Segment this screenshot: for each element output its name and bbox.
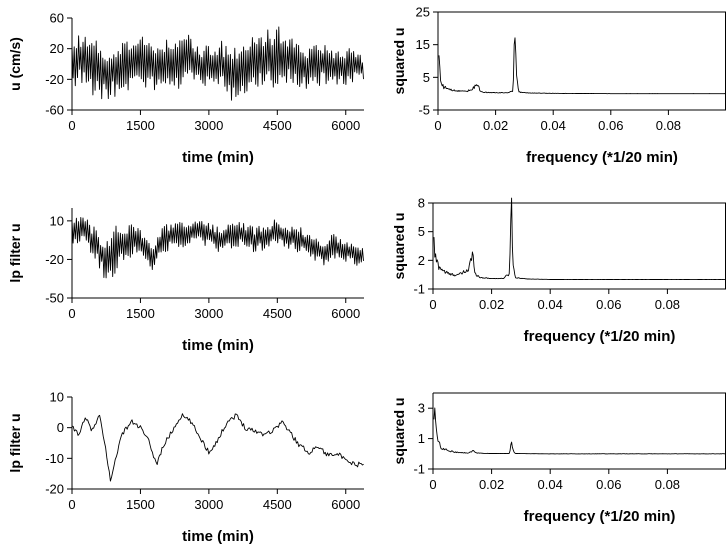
y-tick-label: 5	[418, 224, 425, 239]
chart-time-lp1: 0 1500 3000 4500 6000 -50 -20 10 time (min) lp fi…	[7, 208, 364, 354]
x-tick-label: 0.08	[655, 297, 680, 312]
series-line	[433, 407, 726, 455]
x-tick-label: 0.06	[598, 118, 623, 133]
x-axis-label: time (min)	[182, 149, 254, 166]
x-tick-label: 0.02	[479, 297, 504, 312]
x-tick-label: 6000	[331, 118, 360, 133]
x-tick-label: 0.04	[538, 477, 563, 492]
x-axis-label: frequency (*1/20 min)	[524, 328, 676, 345]
y-axis-label: squared u	[391, 398, 407, 465]
x-tick-label: 3000	[194, 118, 223, 133]
x-tick-label: 4500	[263, 306, 292, 321]
chart-time-u: 0 1500 3000 4500 6000 -60 -20 20 60 time (min) u (…	[7, 11, 364, 166]
y-tick-label: 8	[418, 196, 425, 211]
x-tick-label: 0.08	[655, 477, 680, 492]
chart-spectrum-lp1: 0 0.02 0.04 0.06 0.08 -1 2 5 8 frequency (*1/20 m…	[391, 196, 726, 345]
y-tick-label: 2	[418, 253, 425, 268]
y-tick-label: 25	[416, 5, 430, 20]
series-line	[71, 217, 364, 279]
x-tick-label: 0	[434, 118, 441, 133]
x-tick-label: 4500	[263, 118, 292, 133]
y-tick-label: -50	[45, 291, 64, 306]
y-tick-label: -5	[418, 103, 430, 118]
series-line	[438, 37, 726, 95]
y-tick-label: 20	[50, 41, 64, 56]
x-tick-label: 0	[68, 497, 75, 512]
x-tick-label: 0.04	[541, 118, 566, 133]
series-line	[433, 197, 726, 280]
x-tick-label: 0	[68, 118, 75, 133]
x-tick-label: 0	[429, 297, 436, 312]
x-tick-label: 3000	[194, 306, 223, 321]
y-tick-label: 10	[50, 390, 64, 405]
x-tick-label: 3000	[194, 497, 223, 512]
x-tick-label: 6000	[331, 306, 360, 321]
x-tick-label: 1500	[126, 497, 155, 512]
y-tick-label: 60	[50, 11, 64, 26]
chart-spectrum-lp2: 0 0.02 0.04 0.06 0.08 -1 1 3 frequency (*1/20 mi…	[391, 392, 726, 525]
x-axis-label: time (min)	[182, 528, 254, 545]
y-tick-label: -20	[45, 252, 64, 267]
x-tick-label: 0.08	[656, 118, 681, 133]
x-axis-label: time (min)	[182, 337, 254, 354]
y-tick-label: -20	[45, 482, 64, 497]
x-axis-label: frequency (*1/20 min)	[524, 508, 676, 525]
x-tick-label: 0.04	[538, 297, 563, 312]
y-tick-label: 0	[57, 420, 64, 435]
x-tick-label: 0.02	[483, 118, 508, 133]
series-line	[71, 413, 364, 482]
y-tick-label: 15	[416, 37, 430, 52]
y-tick-label: 1	[418, 431, 425, 446]
x-tick-label: 0.06	[596, 477, 621, 492]
x-tick-label: 1500	[126, 118, 155, 133]
x-tick-label: 6000	[331, 497, 360, 512]
chart-spectrum-u: 0 0.02 0.04 0.06 0.08 -5 5 15 25 frequency (*1/20…	[391, 5, 726, 166]
x-tick-label: 4500	[263, 497, 292, 512]
y-tick-label: -10	[45, 451, 64, 466]
y-axis-label: u (cm/s)	[7, 37, 23, 91]
x-tick-label: 0.02	[479, 477, 504, 492]
y-axis-label: lp filter u	[7, 223, 23, 282]
x-tick-label: 0	[68, 306, 75, 321]
y-tick-label: -20	[45, 72, 64, 87]
y-tick-label: -1	[413, 462, 425, 477]
chart-time-lp2: 0 1500 3000 4500 6000 -20 -10 0 10 time (min) lp f…	[7, 390, 364, 545]
y-axis-label: lp filter u	[7, 413, 23, 472]
y-tick-label: 5	[423, 70, 430, 85]
x-tick-label: 1500	[126, 306, 155, 321]
x-tick-label: 0.06	[596, 297, 621, 312]
y-axis-label: squared u	[391, 28, 407, 95]
y-tick-label: 10	[50, 213, 64, 228]
y-tick-label: 3	[418, 401, 425, 416]
y-axis-label: squared u	[391, 213, 407, 280]
series-line	[71, 26, 364, 101]
y-tick-label: -1	[413, 282, 425, 297]
x-axis-label: frequency (*1/20 min)	[526, 149, 678, 166]
x-tick-label: 0	[429, 477, 436, 492]
y-tick-label: -60	[45, 103, 64, 118]
